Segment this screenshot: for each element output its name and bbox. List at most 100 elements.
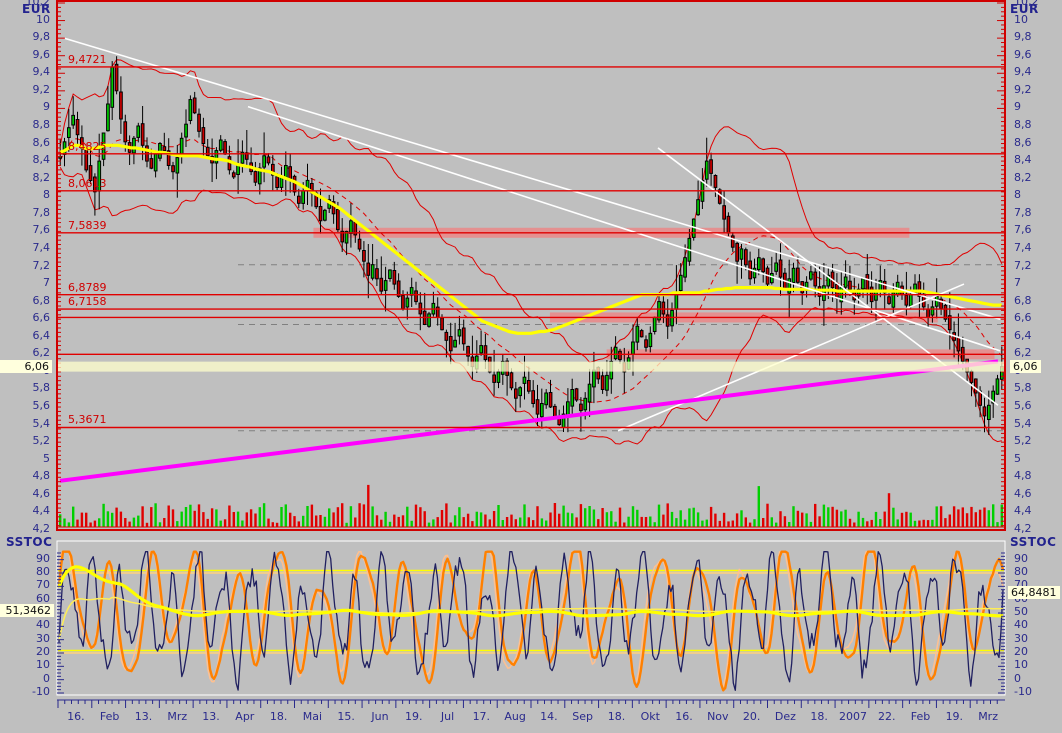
sstoc-y-tick-label-right: 30 [1014,631,1028,645]
price-y-tick-label-right: 9,6 [1014,47,1032,61]
price-y-tick-label-left: 8,6 [32,135,51,149]
price-y-tick-label-left: 8,2 [32,170,51,184]
price-y-tick-label-right: 4,2 [1014,522,1032,535]
date-axis-label: Aug [504,710,526,723]
sstoc-y-tick-label-left: 0 [43,671,50,685]
date-axis-label: 15. [337,710,355,723]
price-y-tick-label-left: 5,2 [32,434,51,448]
price-y-tick-label-right: 9 [1014,100,1021,114]
white-trendline-descending-1 [63,37,1001,320]
current-price-flag-right: 6,06 [1010,359,1041,373]
sstoc-title-left: SSTOC [6,535,53,549]
price-y-tick-label-left: 9,6 [32,47,51,61]
date-axis-label: 14. [540,710,558,723]
sstoc-y-tick-label-left: -10 [32,685,50,698]
sstoc-indicator-panel[interactable] [0,533,1062,699]
price-y-tick-label-left: 7,8 [32,205,51,219]
price-level-label-2: 8,4825 [68,139,107,153]
sstoc-y-tick-label-left: 40 [36,618,50,632]
price-y-tick-label-right: 6,8 [1014,293,1032,307]
date-axis-label: 19. [405,710,423,723]
date-axis-label: 16. [675,710,693,723]
white-trendline-descending-2 [247,105,1001,352]
price-y-tick-label-left: 5,4 [32,416,51,430]
date-axis-label: 2007 [838,710,867,723]
date-axis-label: Sep [572,710,594,723]
date-axis-label: Apr [235,710,255,723]
price-y-tick-label-left: 7,4 [32,240,51,254]
sstoc-y-tick-label-right: 0 [1014,671,1021,685]
price-y-tick-label-left: 4,6 [32,486,51,500]
price-y-tick-label-left: 6,4 [32,328,51,342]
price-y-tick-label-right: 10 [1014,12,1028,26]
price-chart-panel[interactable] [0,0,1062,533]
price-y-tick-label-right: 9,2 [1014,82,1032,96]
price-y-tick-label-right: 8,4 [1014,153,1032,167]
price-axis-unit-right: EUR [1010,2,1039,16]
sstoc-y-tick-label-left: 30 [36,631,50,645]
sstoc-y-tick-label-right: 80 [1014,565,1028,578]
price-level-label-5: 6,8789 [68,280,107,294]
sstoc-chart-canvas[interactable] [0,533,1062,699]
price-y-tick-label-right: 5,4 [1014,416,1032,430]
price-y-tick-label-right: 5,6 [1014,399,1032,413]
date-axis-label: 18. [810,710,828,723]
bollinger-lower-band [59,166,1002,445]
date-axis-label: Dez [774,710,796,723]
date-axis-label: Mrz [978,710,998,723]
price-axis-unit-left: EUR [22,2,51,16]
sstoc-y-tick-label-left: 70 [36,578,50,592]
price-y-tick-label-left: 7 [43,276,50,290]
date-axis-label: Mai [302,710,323,723]
sstoc-panel-frame [56,540,1006,696]
price-y-tick-label-right: 8,2 [1014,170,1032,184]
price-level-label-3: 8,0613 [68,176,107,190]
price-y-tick-label-left: 6,2 [32,346,51,360]
price-y-tick-label-right: 5 [1014,451,1021,465]
date-axis-label: 17. [472,710,491,723]
price-y-tick-label-left: 10 [36,12,50,26]
date-axis-label: 19. [945,710,964,723]
price-y-tick-label-right: 7,8 [1014,205,1032,219]
price-y-tick-label-right: 4,6 [1014,486,1032,500]
price-y-tick-label-left: 9 [43,100,50,114]
sstoc-y-tick-label-right: 50 [1014,605,1028,618]
price-level-label-4: 7,5839 [68,218,107,232]
price-y-tick-label-right: 5,8 [1014,381,1032,395]
price-y-tick-label-left: 7,2 [32,258,51,272]
price-level-label-6: 6,7158 [68,295,107,309]
date-axis-label: Jun [371,710,389,723]
date-axis-label: Feb [99,710,120,723]
price-y-tick-label-left: 4,4 [32,504,51,518]
price-y-tick-label-right: 5,2 [1014,434,1032,448]
price-panel-frame [56,0,1006,531]
sstoc-value-flag-left: 51,3462 [0,604,54,618]
current-price-band [58,361,1004,372]
price-y-tick-marks [57,2,1005,531]
price-y-tick-label-right: 8,8 [1014,117,1032,131]
price-level-label-1: 9,4721 [68,52,107,66]
sstoc-y-tick-label-left: 80 [36,565,50,578]
sstoc-y-tick-label-right: 20 [1014,645,1028,658]
sstoc-y-tick-label-left: 60 [36,591,50,605]
date-axis-label: 20. [742,710,761,723]
price-chart-canvas[interactable] [0,0,1062,533]
price-y-tick-label-right: 8,6 [1014,135,1032,149]
date-axis-label: 18. [607,710,626,723]
price-y-tick-label-right: 7 [1014,276,1021,290]
date-axis-label: Okt [640,710,660,723]
date-axis-label: 22. [878,710,896,723]
date-axis-label: Mrz [167,710,188,723]
sstoc-y-tick-label-right: 90 [1014,551,1028,565]
price-level-label-7: 5,3671 [68,413,107,427]
price-y-tick-label-right: 7,4 [1014,240,1032,254]
price-y-tick-label-right: 7,2 [1014,258,1032,272]
price-y-tick-label-right: 9,4 [1014,65,1032,79]
price-y-tick-label-left: 5 [43,451,50,465]
date-axis-ticks [0,699,1062,733]
price-y-tick-label-left: 5,8 [32,381,51,395]
sstoc-y-tick-marks [57,552,1005,694]
price-y-tick-label-left: 9,2 [32,82,51,96]
price-y-tick-label-left: 10,2 [25,0,51,8]
